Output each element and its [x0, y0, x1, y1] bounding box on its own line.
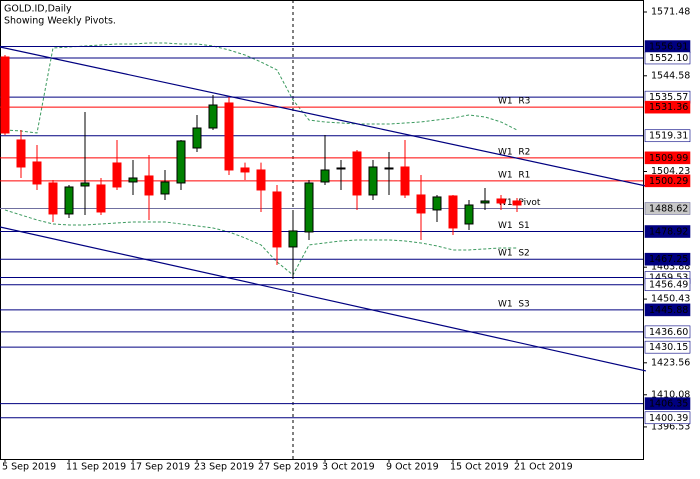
x-tick-label: 17 Sep 2019: [130, 462, 190, 473]
candle-body: [32, 161, 42, 185]
x-tick-label: 3 Oct 2019: [322, 462, 375, 473]
level-box: [644, 174, 691, 188]
candle-body: [432, 196, 442, 211]
y-tick-label: 1410.08: [651, 389, 690, 400]
candle-body: [80, 182, 90, 187]
candle-body: [448, 195, 458, 229]
candle-body: [272, 191, 282, 248]
y-tick-label: 1423.56: [651, 357, 690, 368]
x-tick-label: 5 Sep 2019: [2, 462, 56, 473]
candle-body: [352, 151, 362, 196]
candle-body: [208, 104, 218, 129]
candle-body: [384, 167, 394, 170]
y-tick-label: 1463.88: [651, 262, 690, 273]
candle-body: [464, 204, 474, 225]
y-tick-label: 1504.23: [651, 166, 690, 177]
candle-body: [240, 167, 250, 173]
candle-body: [192, 127, 202, 149]
pivot-label: W1 S1: [498, 221, 530, 231]
candle-body: [48, 182, 58, 215]
x-tick-label: 15 Oct 2019: [450, 462, 509, 473]
trendline: [0, 46, 647, 187]
level-price: 1500.29: [649, 176, 688, 187]
candle-body: [160, 181, 170, 195]
level-price: 1509.99: [649, 153, 688, 164]
chart-subtitle: Showing Weekly Pivots.: [4, 16, 116, 27]
level-price: 1445.88: [649, 305, 688, 316]
pivot-label: W1 S3: [498, 299, 530, 309]
candle-body: [256, 169, 266, 191]
candle-body: [16, 139, 26, 168]
level-price: 1519.31: [649, 131, 688, 142]
level-box: [644, 202, 691, 215]
level-price: 1552.10: [649, 53, 688, 64]
level-box: [644, 325, 691, 339]
level-price: 1488.62: [649, 204, 688, 215]
pivot-label: W1 R1: [498, 170, 530, 180]
candle-body: [0, 56, 10, 134]
level-price: 1406.35: [649, 399, 688, 410]
candle-body: [368, 166, 378, 196]
level-price: 1531.36: [649, 102, 688, 113]
candle-body: [176, 140, 186, 184]
pivot-label: W1 R3: [498, 97, 530, 107]
candle-body: [96, 184, 106, 213]
level-price: 1400.39: [649, 413, 688, 424]
level-box: [644, 100, 691, 114]
pivot-label: W1 R2: [498, 147, 530, 157]
y-tick-label: 1450.43: [651, 294, 690, 305]
level-box: [644, 397, 691, 410]
candle-body: [400, 166, 410, 196]
level-price: 1459.53: [649, 273, 688, 284]
level-price: 1456.49: [649, 280, 688, 291]
level-price: 1467.25: [649, 254, 688, 265]
level-box: [644, 340, 691, 354]
candle-body: [416, 194, 426, 214]
candle-body: [128, 177, 138, 183]
y-tick-label: 1571.48: [651, 7, 690, 18]
candle-body: [304, 182, 314, 233]
level-box: [644, 129, 691, 143]
candle-body: [144, 175, 154, 196]
candle-body: [320, 169, 330, 183]
envelope-upper: [4, 42, 518, 134]
plot-area: [0, 0, 644, 460]
candle-body: [496, 198, 506, 204]
x-tick-label: 9 Oct 2019: [386, 462, 439, 473]
level-box: [644, 411, 691, 425]
y-tick-label: 1544.58: [651, 70, 690, 81]
candle-body: [480, 200, 490, 204]
candle-body: [512, 200, 522, 206]
candle-body: [112, 162, 122, 188]
chart-title: GOLD.ID,Daily: [4, 4, 72, 15]
trendline: [0, 226, 647, 372]
level-box: [644, 303, 691, 317]
envelope-lower: [4, 209, 517, 276]
x-tick-label: 27 Sep 2019: [258, 462, 318, 473]
x-tick-label: 11 Sep 2019: [66, 462, 126, 473]
candle-body: [288, 230, 298, 248]
level-price: 1436.60: [649, 327, 688, 338]
level-price: 1430.15: [649, 342, 688, 353]
level-box: [644, 51, 691, 65]
y-tick-label: 1396.53: [651, 421, 690, 432]
x-tick-label: 21 Oct 2019: [514, 462, 573, 473]
candle-body: [64, 186, 74, 215]
x-tick-label: 23 Sep 2019: [194, 462, 254, 473]
level-price: 1556.91: [649, 42, 688, 53]
level-box: [644, 252, 691, 266]
level-price: 1535.57: [649, 92, 688, 103]
pivot-label: W1 S2: [498, 249, 530, 259]
level-box: [644, 225, 691, 238]
level-box: [644, 278, 691, 292]
candle-body: [336, 167, 346, 170]
level-price: 1478.92: [649, 227, 688, 238]
candle-body: [224, 102, 234, 171]
level-box: [644, 151, 691, 165]
